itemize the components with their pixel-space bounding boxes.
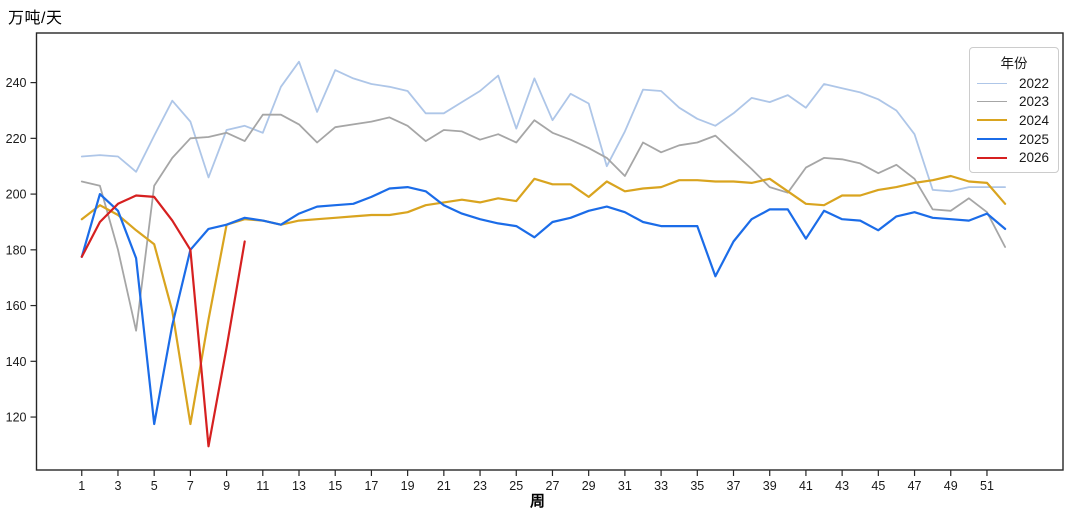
x-tick-label: 29 — [582, 479, 596, 493]
x-tick-label: 41 — [799, 479, 813, 493]
y-tick-label: 120 — [6, 411, 27, 425]
series-line-2023 — [80, 113, 1006, 332]
y-tick-label: 160 — [6, 299, 27, 313]
x-tick-label: 19 — [401, 479, 415, 493]
legend-label: 2022 — [1018, 75, 1049, 91]
x-tick-label: 51 — [980, 479, 994, 493]
x-tick-label: 5 — [151, 479, 158, 493]
legend-item-2024: 2024 — [970, 111, 1058, 130]
legend-item-2022: 2022 — [970, 74, 1058, 93]
x-tick-label: 17 — [364, 479, 378, 493]
plot-border — [35, 32, 1064, 471]
series-line-2025 — [80, 186, 1007, 426]
series-line-2026 — [80, 194, 246, 448]
x-tick-label: 37 — [727, 479, 741, 493]
legend-label: 2023 — [1018, 94, 1049, 110]
x-tick-label: 1 — [78, 479, 85, 493]
x-tick-label: 11 — [256, 479, 269, 493]
y-axis-title: 万吨/天 — [8, 10, 63, 27]
legend-label: 2026 — [1018, 150, 1049, 166]
x-tick-label: 9 — [223, 479, 230, 493]
x-tick-label: 15 — [328, 479, 342, 493]
legend-label: 2024 — [1018, 112, 1049, 128]
legend-swatch-2026 — [977, 156, 1007, 159]
x-tick-label: 31 — [618, 479, 632, 493]
y-tick-label: 240 — [6, 76, 27, 90]
x-tick-label: 35 — [690, 479, 704, 493]
x-tick-label: 33 — [654, 479, 668, 493]
legend-swatch-2023 — [977, 101, 1007, 103]
legend-swatch-2025 — [977, 138, 1007, 141]
x-tick-label: 3 — [114, 479, 121, 493]
y-tick-label: 180 — [6, 243, 27, 257]
legend: 年份 2022 2023 2024 2025 2026 — [969, 47, 1059, 173]
x-tick-label: 49 — [944, 479, 958, 493]
x-tick-label: 25 — [509, 479, 523, 493]
x-tick-label: 13 — [292, 479, 306, 493]
legend-item-2026: 2026 — [970, 148, 1058, 167]
x-tick-label: 43 — [835, 479, 849, 493]
y-tick-label: 220 — [6, 132, 27, 146]
y-tick-label: 140 — [6, 355, 27, 369]
x-tick-label: 7 — [187, 479, 194, 493]
x-tick-label: 23 — [473, 479, 487, 493]
x-tick-label: 39 — [763, 479, 777, 493]
x-tick-label: 27 — [546, 479, 560, 493]
x-axis-label: 周 — [529, 493, 545, 510]
series-line-2022 — [80, 60, 1006, 193]
x-tick-label: 21 — [437, 479, 451, 493]
legend-item-2023: 2023 — [970, 93, 1058, 112]
legend-swatch-2024 — [977, 119, 1007, 122]
legend-label: 2025 — [1018, 131, 1049, 147]
y-tick-label: 200 — [6, 188, 27, 202]
legend-swatch-2022 — [977, 82, 1007, 84]
x-tick-label: 45 — [871, 479, 885, 493]
legend-title: 年份 — [1000, 56, 1028, 71]
legend-item-2025: 2025 — [970, 130, 1058, 149]
x-tick-label: 47 — [908, 479, 922, 493]
